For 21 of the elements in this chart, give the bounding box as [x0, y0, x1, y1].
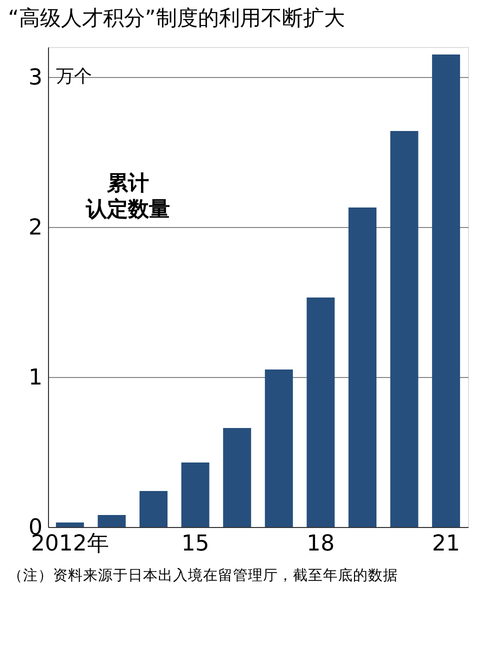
bar [56, 522, 84, 527]
bar [140, 491, 168, 527]
bar [264, 370, 293, 527]
y-tick-label: 2 [28, 216, 42, 240]
bar [348, 208, 376, 527]
y-axis-title: 万个 [56, 66, 92, 87]
x-tick-label: 21 [432, 532, 460, 556]
annotation: 认定数量 [85, 197, 170, 221]
chart-title: “高级人才积分”制度的利用不断扩大 [8, 6, 345, 30]
y-tick-label: 1 [28, 366, 42, 390]
x-tick-label: 18 [306, 532, 335, 556]
bar [98, 515, 126, 527]
bar [390, 131, 418, 527]
annotation: 累计 [106, 171, 149, 195]
text: （注）资料来源于日本出入境在留管理厅，截至年底的数据 [8, 567, 398, 584]
bar [223, 428, 252, 527]
bar [306, 298, 335, 527]
x-tick-label: 15 [181, 532, 210, 556]
bar [432, 54, 460, 527]
bar [181, 462, 210, 527]
y-tick-label: 3 [28, 66, 42, 90]
